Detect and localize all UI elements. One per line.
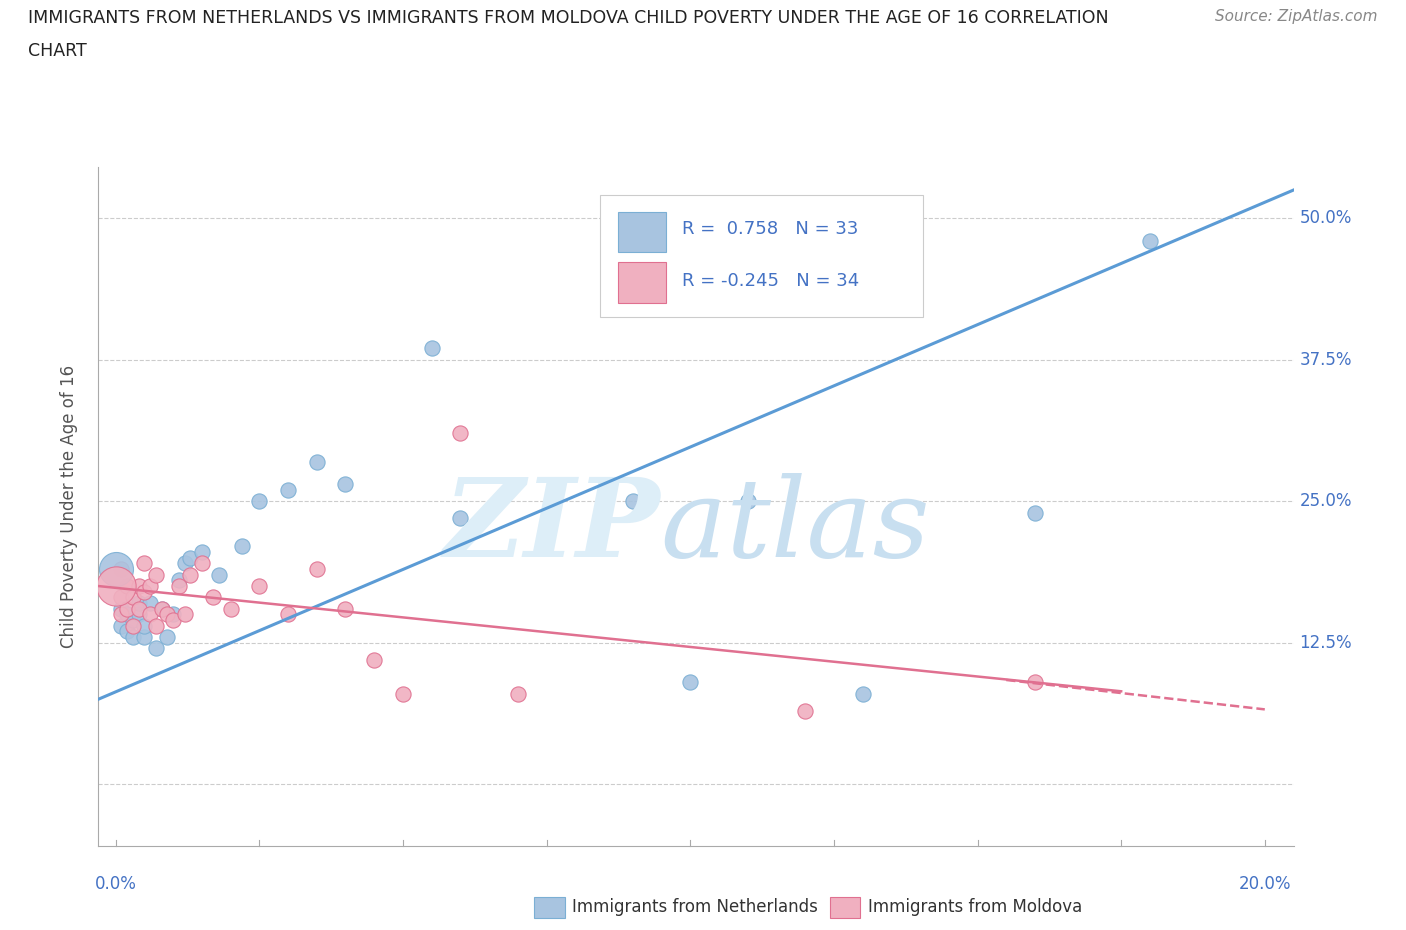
Point <box>679 675 702 690</box>
Point <box>191 556 214 571</box>
Point <box>179 567 201 582</box>
Point <box>167 578 190 593</box>
Point <box>122 590 145 604</box>
Point <box>145 618 167 633</box>
Point <box>162 613 184 628</box>
FancyBboxPatch shape <box>619 262 666 303</box>
Text: Source: ZipAtlas.com: Source: ZipAtlas.com <box>1215 9 1378 24</box>
Point <box>621 494 644 509</box>
Point <box>202 590 225 604</box>
Point <box>139 607 162 622</box>
Point <box>1139 233 1161 248</box>
Text: 50.0%: 50.0% <box>1299 209 1353 227</box>
Point <box>167 573 190 588</box>
Point <box>110 602 132 617</box>
Point <box>122 613 145 628</box>
Point <box>305 454 328 469</box>
Point <box>420 341 443 356</box>
Text: R = -0.245   N = 34: R = -0.245 N = 34 <box>682 272 859 290</box>
Point <box>247 578 270 593</box>
Point <box>335 477 357 492</box>
Text: 20.0%: 20.0% <box>1239 874 1291 893</box>
Point <box>128 602 150 617</box>
Point <box>247 494 270 509</box>
Point <box>122 618 145 633</box>
Point <box>179 551 201 565</box>
Point <box>115 602 138 617</box>
Point <box>363 652 385 667</box>
Text: CHART: CHART <box>28 42 87 60</box>
Point <box>737 494 759 509</box>
Point <box>1024 505 1046 520</box>
Point <box>173 607 195 622</box>
Point <box>150 602 173 617</box>
Point <box>128 607 150 622</box>
Text: 12.5%: 12.5% <box>1299 633 1353 652</box>
Point <box>156 607 179 622</box>
Point <box>139 595 162 610</box>
Point <box>139 578 162 593</box>
Point <box>208 567 231 582</box>
Point <box>134 584 156 599</box>
Point <box>110 607 132 622</box>
Point <box>134 556 156 571</box>
Point <box>104 562 127 577</box>
Point <box>449 511 471 525</box>
Point <box>150 602 173 617</box>
Point <box>506 686 529 701</box>
Point <box>392 686 415 701</box>
Text: R =  0.758   N = 33: R = 0.758 N = 33 <box>682 219 858 237</box>
Text: atlas: atlas <box>661 473 929 581</box>
Point <box>162 607 184 622</box>
Point <box>335 602 357 617</box>
Point <box>191 545 214 560</box>
Point <box>110 618 132 633</box>
Point <box>145 567 167 582</box>
Point <box>1024 675 1046 690</box>
Point <box>115 624 138 639</box>
Text: IMMIGRANTS FROM NETHERLANDS VS IMMIGRANTS FROM MOLDOVA CHILD POVERTY UNDER THE A: IMMIGRANTS FROM NETHERLANDS VS IMMIGRANT… <box>28 9 1109 27</box>
Text: Immigrants from Netherlands: Immigrants from Netherlands <box>572 897 818 916</box>
Text: ZIP: ZIP <box>443 473 661 581</box>
FancyBboxPatch shape <box>619 211 666 252</box>
Point <box>173 556 195 571</box>
Point <box>110 562 132 577</box>
FancyBboxPatch shape <box>600 194 922 317</box>
Point <box>145 641 167 656</box>
Point <box>156 630 179 644</box>
Point <box>128 578 150 593</box>
Text: Immigrants from Moldova: Immigrants from Moldova <box>868 897 1081 916</box>
Point <box>104 578 127 593</box>
Point <box>122 630 145 644</box>
Point <box>794 703 817 718</box>
Y-axis label: Child Poverty Under the Age of 16: Child Poverty Under the Age of 16 <box>59 365 77 648</box>
Text: 37.5%: 37.5% <box>1299 351 1353 369</box>
Point <box>134 618 156 633</box>
Point <box>134 630 156 644</box>
Point <box>852 686 875 701</box>
Point <box>277 483 299 498</box>
Point <box>128 595 150 610</box>
Point <box>277 607 299 622</box>
Point <box>115 607 138 622</box>
Point <box>449 426 471 441</box>
Point <box>110 590 132 604</box>
Point <box>115 578 138 593</box>
Point <box>305 562 328 577</box>
Point <box>231 539 253 554</box>
Text: 25.0%: 25.0% <box>1299 492 1353 511</box>
Point <box>219 602 242 617</box>
Text: 0.0%: 0.0% <box>94 874 136 893</box>
